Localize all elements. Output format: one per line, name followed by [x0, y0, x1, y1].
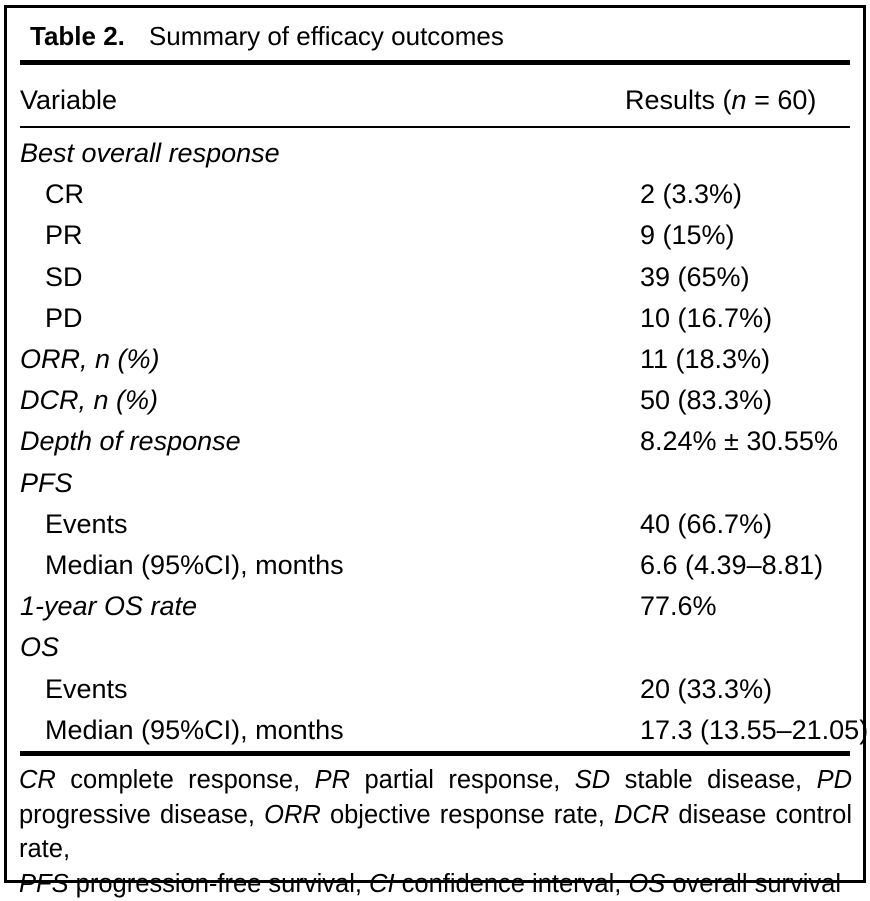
row-label: DCR, n (%) [20, 385, 158, 416]
table-row: CR 2 (3.3%) [20, 174, 850, 215]
table-row: PD 10 (16.7%) [20, 298, 850, 339]
table-caption: Table 2. Summary of efficacy outcomes [30, 21, 504, 52]
row-value: 6.6 (4.39–8.81) [640, 550, 823, 581]
divider-bottom-thick [20, 751, 850, 756]
table-caption-label: Table 2. [30, 21, 125, 51]
row-value: 40 (66.7%) [640, 509, 772, 540]
row-label: SD [20, 262, 83, 293]
column-header-results: Results (n = 60) [625, 84, 816, 116]
row-value: 8.24% ± 30.55% [640, 426, 838, 457]
row-label: OS [20, 632, 59, 663]
text-run: = 60) [747, 85, 817, 115]
row-label: PD [20, 303, 83, 334]
abbreviation-italic: OS [628, 870, 665, 898]
row-value: 2 (3.3%) [640, 179, 742, 210]
abbreviation-italic: PR [315, 766, 350, 794]
table-row: Events 40 (66.7%) [20, 504, 850, 545]
text-run: complete response, [56, 766, 315, 794]
row-label: Depth of response [20, 426, 241, 457]
abbreviation-italic: CR [19, 766, 56, 794]
text-run: progressive disease, [19, 801, 264, 829]
row-label: CR [20, 179, 84, 210]
row-label: PR [20, 220, 83, 251]
table-row: ORR, n (%) 11 (18.3%) [20, 339, 850, 380]
row-label: ORR, n (%) [20, 344, 160, 375]
table-row: Events 20 (33.3%) [20, 668, 850, 709]
table-row: 1-year OS rate 77.6% [20, 586, 850, 627]
table-row: DCR, n (%) 50 (83.3%) [20, 380, 850, 421]
table-row: Best overall response [20, 133, 850, 174]
text-run: overall survival [665, 870, 841, 898]
row-value: 11 (18.3%) [640, 344, 770, 375]
divider-header-thin [20, 126, 850, 128]
row-label: Best overall response [20, 138, 280, 169]
text-run: partial response, [350, 766, 575, 794]
row-label: 1-year OS rate [20, 591, 197, 622]
abbreviation-italic: ORR [264, 801, 321, 829]
row-value: 9 (15%) [640, 220, 735, 251]
abbreviation-italic: PFS [19, 870, 69, 898]
abbreviation-italic: DCR [614, 801, 669, 829]
row-value: 10 (16.7%) [640, 303, 772, 334]
table-caption-title: Summary of efficacy outcomes [149, 21, 504, 51]
abbreviation-italic: SD [575, 766, 610, 794]
table-row: Depth of response 8.24% ± 30.55% [20, 421, 850, 462]
table-footnote: CR complete response, PR partial respons… [19, 763, 852, 901]
footnote-line: CR complete response, PR partial respons… [19, 763, 852, 798]
footnote-line: progressive disease, ORR objective respo… [19, 798, 852, 867]
column-header-variable: Variable [20, 85, 117, 115]
text-run: objective response rate, [321, 801, 614, 829]
table-body: Best overall response CR 2 (3.3%) PR 9 (15%)… [20, 133, 850, 751]
row-label: Events [20, 509, 128, 540]
table-row: PFS [20, 463, 850, 504]
row-value: 39 (65%) [640, 262, 750, 293]
divider-top-thick [20, 60, 850, 65]
row-value: 17.3 (13.55–21.05) [640, 715, 868, 746]
row-value: 77.6% [640, 591, 717, 622]
text-run: progression-free survival, [69, 870, 369, 898]
abbreviation-italic: PD [817, 766, 852, 794]
table-row: Median (95%CI), months 6.6 (4.39–8.81) [20, 545, 850, 586]
abbreviation-italic: CI [369, 870, 395, 898]
row-label: Median (95%CI), months [20, 550, 344, 581]
table-header-row: Variable Results (n = 60) [20, 84, 850, 116]
row-value: 20 (33.3%) [640, 674, 772, 705]
text-run: stable disease, [610, 766, 816, 794]
text-run: Results ( [625, 85, 732, 115]
row-value: 50 (83.3%) [640, 385, 772, 416]
row-label: PFS [20, 468, 73, 499]
row-label: Median (95%CI), months [20, 715, 344, 746]
table-row: OS [20, 627, 850, 668]
row-label: Events [20, 674, 128, 705]
table-row: PR 9 (15%) [20, 215, 850, 256]
footnote-line: PFS progression-free survival, CI confid… [19, 867, 852, 901]
text-run: confidence interval, [395, 870, 629, 898]
table-row: SD 39 (65%) [20, 257, 850, 298]
abbreviation-italic: n [732, 85, 747, 115]
